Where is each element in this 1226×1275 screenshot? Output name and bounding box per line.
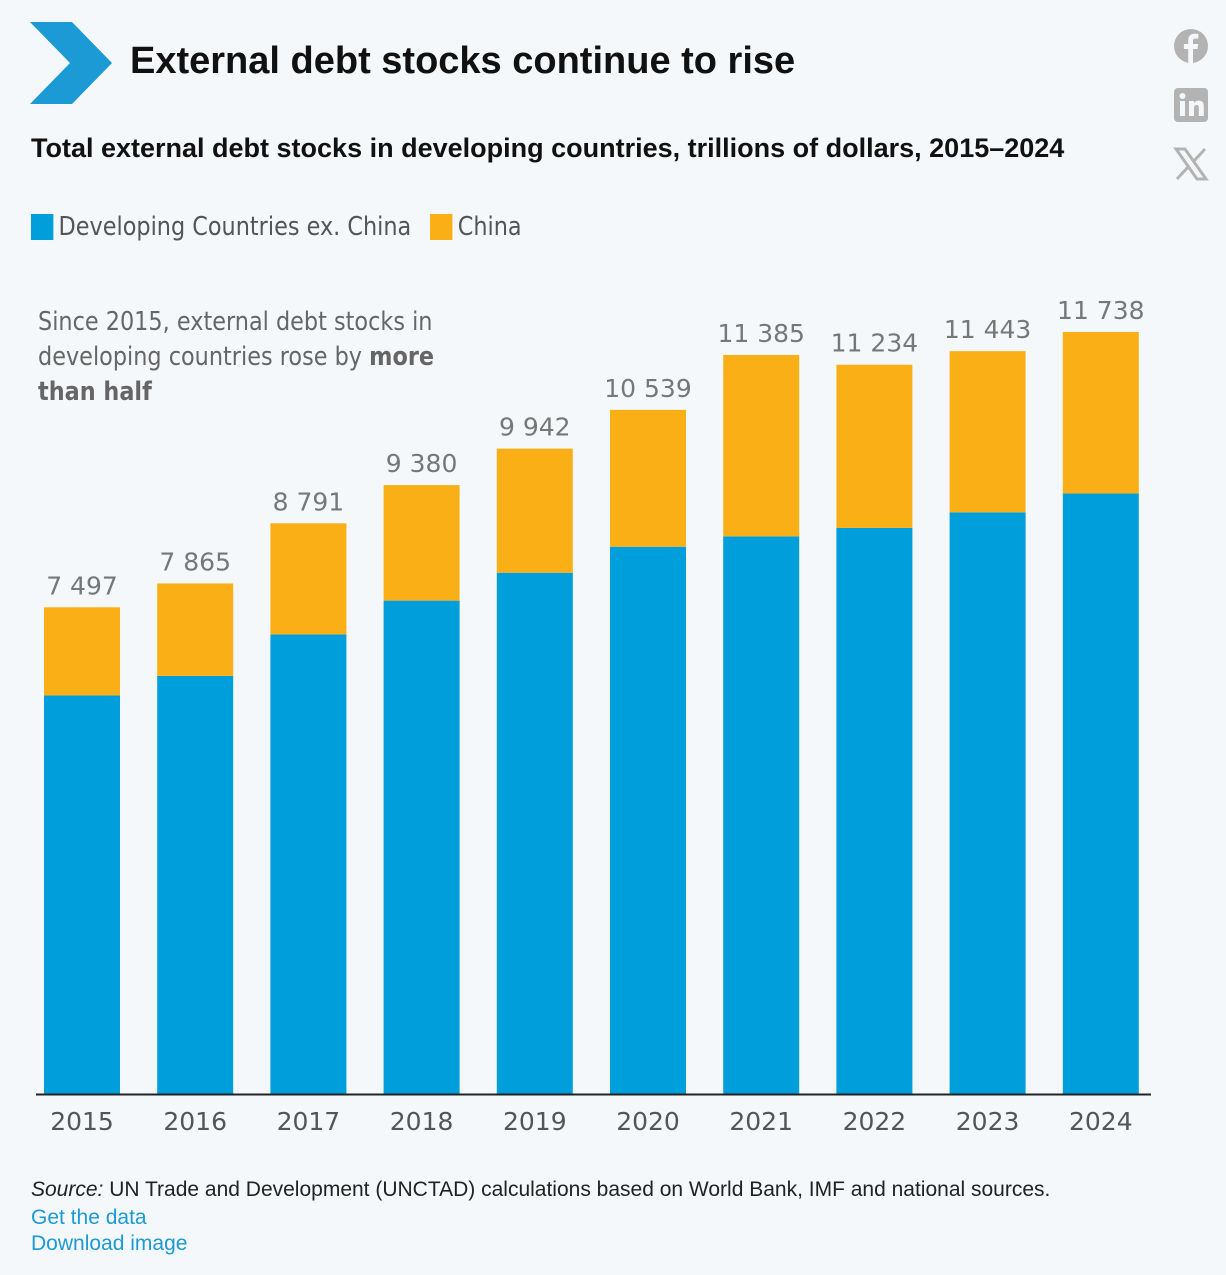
legend-label-china: China: [457, 212, 522, 242]
get-data-link[interactable]: Get the data: [31, 1206, 147, 1229]
source-text: UN Trade and Development (UNCTAD) calcul…: [103, 1178, 1051, 1201]
x-tick-label-2017: 2017: [277, 1107, 341, 1136]
total-label-2019: 9 942: [499, 413, 571, 442]
legend-label-ex-china: Developing Countries ex. China: [58, 212, 412, 242]
x-tick-label-2022: 2022: [843, 1107, 907, 1136]
total-label-2022: 11 234: [831, 329, 918, 358]
total-label-2021: 11 385: [717, 319, 804, 348]
x-tick-label-2023: 2023: [956, 1107, 1020, 1136]
bar-ex-china-2015: [44, 695, 120, 1094]
bar-china-2024: [1062, 332, 1139, 494]
bar-ex-china-2020: [610, 546, 686, 1094]
x-tick-label-2019: 2019: [503, 1107, 567, 1136]
legend-item-ex-china: Developing Countries ex. China: [31, 212, 411, 242]
bar-ex-china-2022: [836, 527, 913, 1094]
x-tick-label-2024: 2024: [1069, 1107, 1133, 1136]
facebook-icon[interactable]: [1172, 27, 1210, 65]
total-label-2017: 8 791: [273, 487, 345, 516]
source-label: Source:: [31, 1178, 104, 1201]
bar-china-2023: [949, 351, 1026, 513]
bar-china-2017: [270, 523, 347, 635]
bar-china-2021: [723, 354, 800, 537]
bar-china-2018: [383, 485, 460, 601]
legend-swatch-china: [430, 214, 453, 240]
x-icon[interactable]: [1172, 145, 1210, 183]
annotation-bold: more than half: [38, 342, 435, 407]
linkedin-icon[interactable]: [1172, 86, 1210, 124]
x-tick-label-2016: 2016: [163, 1107, 227, 1136]
total-label-2016: 7 865: [159, 547, 231, 576]
bar-china-2020: [610, 409, 686, 547]
x-tick-label-2021: 2021: [729, 1107, 793, 1136]
bar-ex-china-2024: [1062, 493, 1139, 1094]
chart-title: External debt stocks continue to rise: [130, 40, 796, 82]
bar-china-2015: [44, 607, 120, 696]
total-label-2020: 10 539: [604, 374, 691, 403]
total-label-2023: 11 443: [944, 315, 1031, 344]
source-note: Source: UN Trade and Development (UNCTAD…: [31, 1178, 1050, 1202]
stacked-bar-chart: 7 497 2015 7 865 2016 8 791 2017 9 380 2018 9 94…: [36, 296, 1151, 1136]
legend-item-china: China: [430, 212, 522, 242]
bar-ex-china-2019: [496, 572, 573, 1094]
total-label-2018: 9 380: [386, 449, 458, 478]
bar-china-2022: [836, 364, 913, 528]
bar-ex-china-2021: [723, 536, 800, 1094]
x-tick-label-2018: 2018: [390, 1107, 454, 1136]
download-image-link[interactable]: Download image: [31, 1232, 188, 1255]
chart-legend: Developing Countries ex. China China: [31, 212, 541, 242]
bar-china-2016: [157, 583, 234, 676]
bar-ex-china-2016: [157, 675, 234, 1094]
bar-ex-china-2017: [270, 634, 347, 1094]
x-tick-label-2020: 2020: [616, 1107, 680, 1136]
bar-china-2019: [496, 448, 573, 573]
bar-ex-china-2018: [383, 600, 460, 1094]
total-label-2015: 7 497: [46, 571, 118, 600]
total-label-2024: 11 738: [1057, 296, 1144, 325]
bar-ex-china-2023: [949, 512, 1026, 1094]
x-tick-label-2015: 2015: [50, 1107, 114, 1136]
chevron-logo-icon: [30, 22, 112, 104]
chart-annotation: Since 2015, external debt stocks in deve…: [38, 305, 442, 410]
legend-swatch-ex-china: [31, 214, 54, 240]
annotation-text: Since 2015, external debt stocks in deve…: [38, 307, 433, 372]
chart-subtitle: Total external debt stocks in developing…: [31, 133, 1065, 163]
